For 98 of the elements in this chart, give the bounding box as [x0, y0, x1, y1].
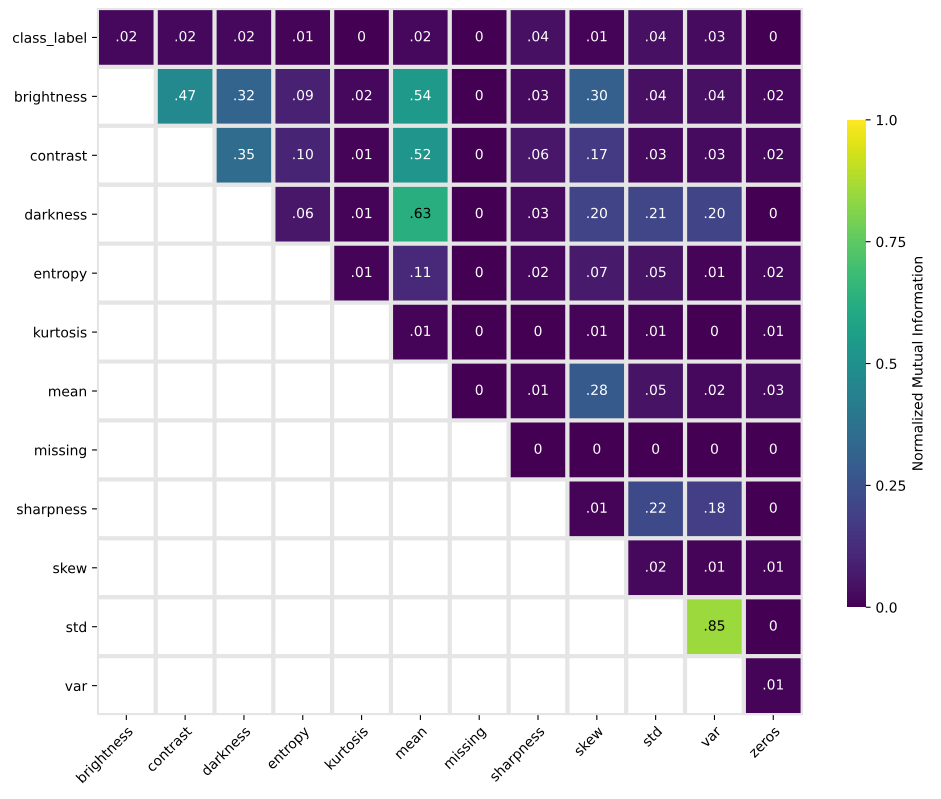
data-label: .05: [646, 266, 666, 278]
data-label: 0: [358, 30, 366, 42]
data-label: 0: [593, 443, 600, 454]
data-label: .22: [646, 502, 666, 513]
data-label: .30: [587, 90, 607, 100]
data-label: .02: [764, 148, 783, 160]
data-label: .32: [234, 90, 254, 100]
data-label: 0: [476, 208, 483, 218]
y-tick-label: mean: [49, 388, 86, 396]
y-tick-label: entropy: [34, 268, 87, 282]
data-label: 0: [476, 30, 483, 42]
data-label: .54: [410, 90, 431, 100]
y-tick-label: darkness: [25, 208, 87, 220]
color-bar-label: 0.75: [876, 236, 906, 248]
data-label: 0: [770, 620, 777, 631]
data-label: .03: [528, 90, 548, 100]
data-label: .03: [704, 30, 724, 42]
data-label: .01: [352, 266, 372, 278]
y-tick-label: var: [65, 683, 88, 692]
data-label: 0: [710, 326, 718, 336]
data-label: .02: [764, 266, 783, 278]
data-label: .20: [704, 208, 725, 218]
data-label: 0: [770, 208, 777, 218]
data-label: 0: [476, 326, 483, 336]
color-bar-label: 1.0: [876, 114, 897, 126]
data-label: .02: [646, 561, 666, 572]
data-label: .52: [410, 148, 430, 160]
data-label: .02: [704, 384, 724, 396]
data-label: .17: [587, 149, 607, 160]
data-label: .01: [528, 384, 548, 396]
data-label: .04: [528, 30, 548, 42]
data-label: 0: [770, 30, 777, 42]
data-label: .01: [587, 30, 607, 42]
color-bar-label: 0.25: [876, 480, 906, 491]
data-label: .07: [587, 266, 607, 278]
data-label: .02: [234, 30, 254, 42]
data-label: 0: [652, 443, 660, 454]
data-label: .04: [646, 90, 666, 100]
data-label: 0: [534, 326, 542, 336]
data-label: .02: [764, 90, 783, 100]
data-label: .03: [704, 148, 724, 160]
y-tick-label: class_label: [12, 32, 86, 46]
data-label: 0: [476, 384, 483, 396]
color-bar-title: Normalized Mutual Information: [912, 257, 923, 470]
data-label: 0: [476, 148, 483, 160]
data-label: .20: [587, 208, 607, 218]
y-tick-label: contrast: [30, 150, 87, 161]
data-label: .21: [646, 208, 666, 218]
data-label: .02: [410, 30, 430, 42]
data-label: .11: [410, 266, 430, 277]
data-label: .02: [176, 30, 195, 42]
y-tick-label: kurtosis: [34, 326, 87, 338]
data-label: .04: [646, 30, 666, 42]
y-tick-label: skew: [53, 562, 87, 574]
data-label: 0: [476, 90, 483, 100]
data-label: .01: [410, 326, 430, 336]
data-label: 0: [770, 443, 777, 454]
data-label: .01: [704, 561, 724, 572]
data-label: 0: [534, 443, 542, 454]
data-label: .06: [293, 208, 313, 218]
x-tick-label: std: [640, 726, 662, 748]
data-label: .01: [764, 679, 784, 690]
color-bar-label: 0.0: [876, 602, 897, 613]
x-tick-label: var: [700, 726, 722, 748]
data-label: .01: [764, 561, 784, 572]
data-label: .01: [352, 148, 372, 160]
data-label: .63: [410, 208, 430, 218]
data-label: .28: [587, 384, 607, 396]
data-label: .35: [234, 148, 254, 160]
data-label: 0: [476, 266, 483, 278]
y-tick-label: sharpness: [17, 504, 87, 518]
data-label: .04: [704, 90, 725, 100]
y-tick-label: std: [66, 621, 86, 632]
data-label: .03: [528, 208, 548, 218]
data-label: .06: [528, 148, 548, 160]
data-label: .02: [116, 30, 136, 42]
data-label: .03: [646, 148, 666, 160]
data-label: .09: [293, 90, 313, 100]
data-label: .85: [704, 620, 724, 631]
data-label: .47: [176, 90, 195, 100]
color-bar-label: 0.5: [876, 358, 896, 370]
data-label: 0: [770, 502, 777, 513]
data-label: .01: [704, 266, 724, 278]
data-label: .03: [764, 384, 784, 396]
data-label: .01: [587, 502, 607, 513]
y-tick-label: brightness: [15, 91, 87, 105]
data-label: .02: [528, 266, 548, 278]
data-label: .10: [293, 148, 313, 160]
data-label: 0: [710, 443, 718, 454]
data-label: .01: [587, 326, 607, 336]
y-tick-label: missing: [35, 444, 86, 458]
data-label: .01: [352, 208, 372, 218]
data-label: .01: [764, 326, 784, 336]
data-label: .02: [352, 90, 372, 100]
data-label: .01: [293, 30, 313, 42]
data-label: .18: [704, 502, 725, 513]
data-label: .01: [646, 326, 666, 336]
data-label: .05: [646, 384, 666, 396]
